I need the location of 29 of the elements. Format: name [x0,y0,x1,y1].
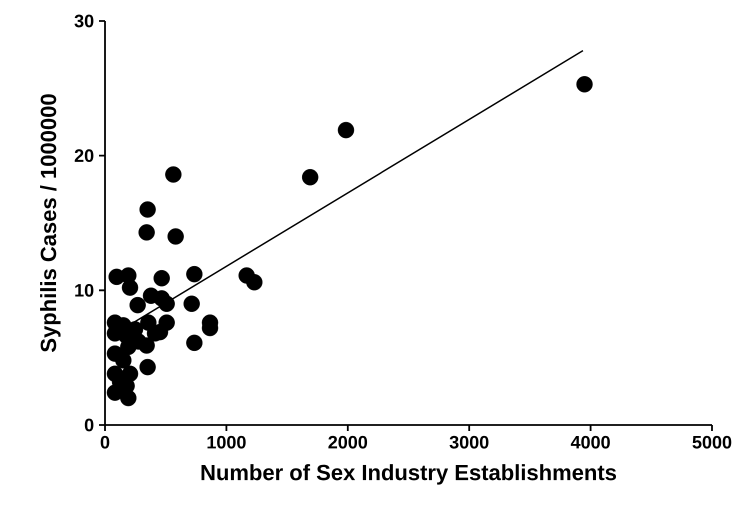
y-axis-title: Syphilis Cases / 1000000 [40,94,61,352]
x-tick-label: 2000 [328,436,368,449]
y-tick-label: 30 [74,14,94,28]
point [246,274,263,290]
point [183,296,200,312]
point [139,201,156,218]
point [165,166,182,183]
point [138,224,155,241]
x-tick-label: 0 [100,436,110,449]
x-tick-label: 5000 [692,436,732,449]
point [139,358,156,376]
point [186,266,203,282]
x-axis-title: Number of Sex Industry Establishments [202,464,616,485]
point [154,270,170,286]
x-tick-label: 4000 [570,436,610,449]
point [158,296,175,312]
x-tick-label: 1000 [208,436,246,449]
point [129,296,146,314]
x-tick-label: 3000 [450,436,488,449]
point [115,352,132,369]
point [302,169,318,186]
y-tick-label: 0 [84,418,94,432]
y-tick-label: 10 [75,284,94,297]
point [122,279,138,296]
y-tick-label: 20 [74,149,94,162]
point [167,228,184,245]
point [338,122,354,138]
point [186,334,203,352]
point [576,76,593,92]
